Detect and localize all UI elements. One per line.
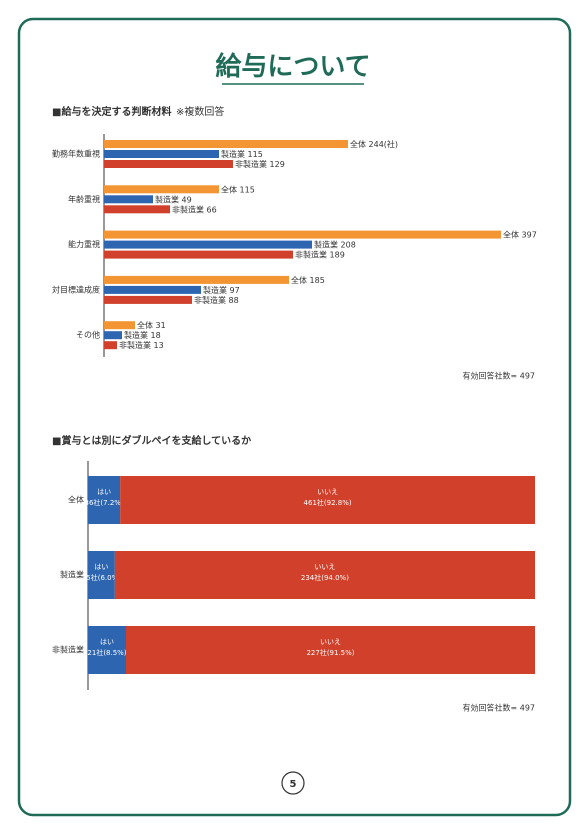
value-label: 全体 115 <box>221 184 255 194</box>
category-label: 年齢重視 <box>68 194 100 204</box>
bar-segment <box>125 626 536 674</box>
value-label: 全体 31 <box>137 320 166 330</box>
category-label: 製造業 <box>60 570 84 580</box>
value-label: 製造業 97 <box>203 285 240 295</box>
chart-title: ■給与を決定する判断材料 <box>52 105 171 118</box>
segment-name: いいえ <box>320 638 341 646</box>
bar-segment <box>114 551 535 599</box>
bar <box>104 140 348 148</box>
segment-value: 234社(94.0%) <box>301 573 349 582</box>
bar-segment <box>120 476 536 524</box>
segment-name: いいえ <box>317 488 338 496</box>
category-label: 対目標達成度 <box>52 284 100 294</box>
note: 有効回答社数= 497 <box>462 703 535 713</box>
chart-title: ■賞与とは別にダブルペイを支給しているか <box>52 434 251 447</box>
value-label: 非製造業 189 <box>295 250 345 260</box>
value-label: 全体 185 <box>291 275 325 285</box>
bar <box>104 331 122 340</box>
bar <box>104 205 170 214</box>
segment-value: 21社(8.5%) <box>87 648 126 657</box>
bar <box>104 150 219 158</box>
category-label: 全体 <box>68 495 84 505</box>
segment-name: はい <box>94 563 108 571</box>
bar-segment <box>88 626 126 674</box>
value-label: 非製造業 88 <box>194 295 239 305</box>
value-label: 全体 244(社) <box>350 139 398 149</box>
value-label: 非製造業 129 <box>235 159 285 169</box>
segment-value: 461社(92.8%) <box>304 498 352 507</box>
value-label: 製造業 18 <box>124 330 161 340</box>
segment-value: 36社(7.2%) <box>85 498 124 507</box>
segment-value: 15社(6.0%) <box>82 573 121 582</box>
bar <box>104 275 289 284</box>
value-label: 製造業 208 <box>314 240 356 250</box>
bar <box>104 240 312 249</box>
page-number-circle <box>281 771 305 795</box>
value-label: 製造業 115 <box>221 149 263 159</box>
category-label: 非製造業 <box>52 645 84 655</box>
bar <box>104 295 192 304</box>
category-label: その他 <box>76 330 100 340</box>
page-number: 5 <box>290 779 297 790</box>
segment-name: はい <box>100 638 114 646</box>
bar <box>104 160 233 168</box>
bar <box>104 195 153 204</box>
page-border <box>17 17 572 817</box>
bar <box>104 230 501 239</box>
bar <box>104 185 219 194</box>
value-label: 非製造業 66 <box>172 204 217 214</box>
bar <box>104 341 117 350</box>
note: 有効回答社数= 497 <box>462 371 535 381</box>
bar-segment <box>88 551 115 599</box>
chart-subtitle: ※複数回答 <box>176 105 224 118</box>
category-label: 勤務年数重視 <box>52 149 100 159</box>
bar <box>104 285 201 294</box>
page-title: 給与について <box>215 51 370 82</box>
bar <box>104 250 293 259</box>
category-label: 能力重視 <box>68 239 100 249</box>
segment-value: 227社(91.5%) <box>306 648 354 657</box>
segment-name: いいえ <box>314 563 335 571</box>
value-label: 非製造業 13 <box>119 340 164 350</box>
segment-name: はい <box>97 488 111 496</box>
value-label: 全体 397 <box>503 230 537 240</box>
value-label: 製造業 49 <box>155 194 192 204</box>
bar <box>104 321 135 330</box>
bar-segment <box>88 476 121 524</box>
